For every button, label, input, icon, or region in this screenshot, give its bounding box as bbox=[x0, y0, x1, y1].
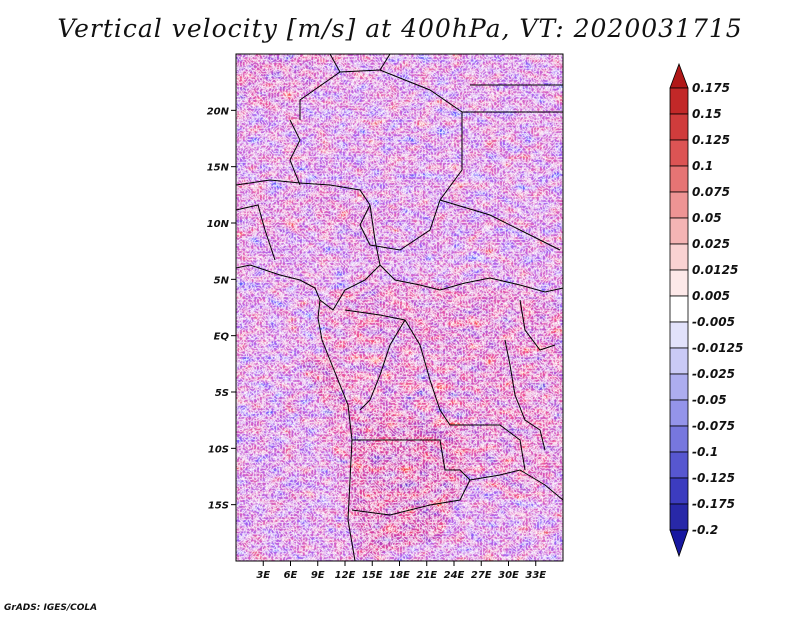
colorbar-label: 0.175 bbox=[692, 81, 730, 95]
lon-tick-label: 30E bbox=[498, 570, 519, 581]
colorbar-label: -0.125 bbox=[692, 471, 735, 485]
colorbar-label: 0.025 bbox=[692, 237, 730, 251]
lon-tick-label: 24E bbox=[444, 570, 465, 581]
colorbar-bottom-arrow bbox=[669, 529, 689, 558]
colorbar-bin bbox=[669, 347, 689, 375]
lat-tick-label: 15N bbox=[207, 163, 230, 174]
colorbar-label: -0.0125 bbox=[692, 341, 743, 355]
colorbar-bin bbox=[669, 503, 689, 531]
lon-tick-label: 27E bbox=[471, 570, 492, 581]
lon-tick-label: 12E bbox=[335, 570, 356, 581]
colorbar-bin bbox=[669, 87, 689, 115]
colorbar-label: -0.1 bbox=[692, 445, 718, 459]
lat-tick-label: 5S bbox=[215, 388, 229, 399]
lon-tick-label: 21E bbox=[416, 570, 437, 581]
colorbar-bin bbox=[669, 165, 689, 193]
colorbar-bin bbox=[669, 139, 689, 167]
lon-tick-label: 15E bbox=[362, 570, 383, 581]
lat-tick-label: EQ bbox=[214, 332, 230, 343]
lon-tick-label: 9E bbox=[311, 570, 325, 581]
latitude-axis: 20N 15N 10N 5N EQ 5S 10S 15S bbox=[207, 106, 236, 512]
colorbar-label: -0.2 bbox=[692, 523, 718, 537]
colorbar: 0.175 0.15 0.125 0.1 0.075 0.05 0.025 0.0125 0.0… bbox=[669, 62, 743, 558]
colorbar-bin bbox=[669, 295, 689, 323]
grads-credit: GrADS: IGES/COLA bbox=[4, 603, 98, 613]
colorbar-label: -0.175 bbox=[692, 497, 735, 511]
lat-tick-label: 20N bbox=[207, 106, 230, 117]
colorbar-bin bbox=[669, 451, 689, 479]
velocity-field bbox=[236, 54, 563, 561]
country-borders bbox=[236, 54, 563, 561]
colorbar-label: -0.025 bbox=[692, 367, 735, 381]
colorbar-label: 0.125 bbox=[692, 133, 730, 147]
colorbar-label: -0.005 bbox=[692, 315, 735, 329]
lat-tick-label: 15S bbox=[208, 501, 229, 512]
colorbar-top-arrow bbox=[669, 62, 689, 89]
colorbar-label: 0.15 bbox=[692, 107, 722, 121]
colorbar-label: 0.1 bbox=[692, 159, 713, 173]
lon-tick-label: 18E bbox=[389, 570, 410, 581]
colorbar-bin bbox=[669, 321, 689, 349]
colorbar-bin bbox=[669, 477, 689, 505]
colorbar-label: 0.005 bbox=[692, 289, 730, 303]
colorbar-label: 0.075 bbox=[692, 185, 730, 199]
plot-title: Vertical velocity [m/s] at 400hPa, VT: 2… bbox=[57, 14, 743, 43]
colorbar-bin bbox=[669, 269, 689, 297]
lat-tick-label: 5N bbox=[214, 275, 230, 286]
lon-tick-label: 3E bbox=[256, 570, 270, 581]
colorbar-bin bbox=[669, 191, 689, 219]
lat-tick-label: 10S bbox=[208, 444, 229, 455]
colorbar-bin bbox=[669, 243, 689, 271]
colorbar-bin bbox=[669, 113, 689, 141]
lat-tick-label: 10N bbox=[207, 219, 230, 230]
colorbar-label: 0.0125 bbox=[692, 263, 738, 277]
lon-tick-label: 33E bbox=[525, 570, 546, 581]
colorbar-label: -0.05 bbox=[692, 393, 727, 407]
colorbar-bin bbox=[669, 399, 689, 427]
colorbar-bin bbox=[669, 373, 689, 401]
lon-tick-label: 6E bbox=[284, 570, 298, 581]
longitude-axis: 3E 6E 9E 12E 15E 18E 21E 24E 27E 30E 33E bbox=[256, 561, 546, 581]
colorbar-bin bbox=[669, 217, 689, 245]
colorbar-label: 0.05 bbox=[692, 211, 722, 225]
colorbar-bin bbox=[669, 425, 689, 453]
colorbar-label: -0.075 bbox=[692, 419, 735, 433]
